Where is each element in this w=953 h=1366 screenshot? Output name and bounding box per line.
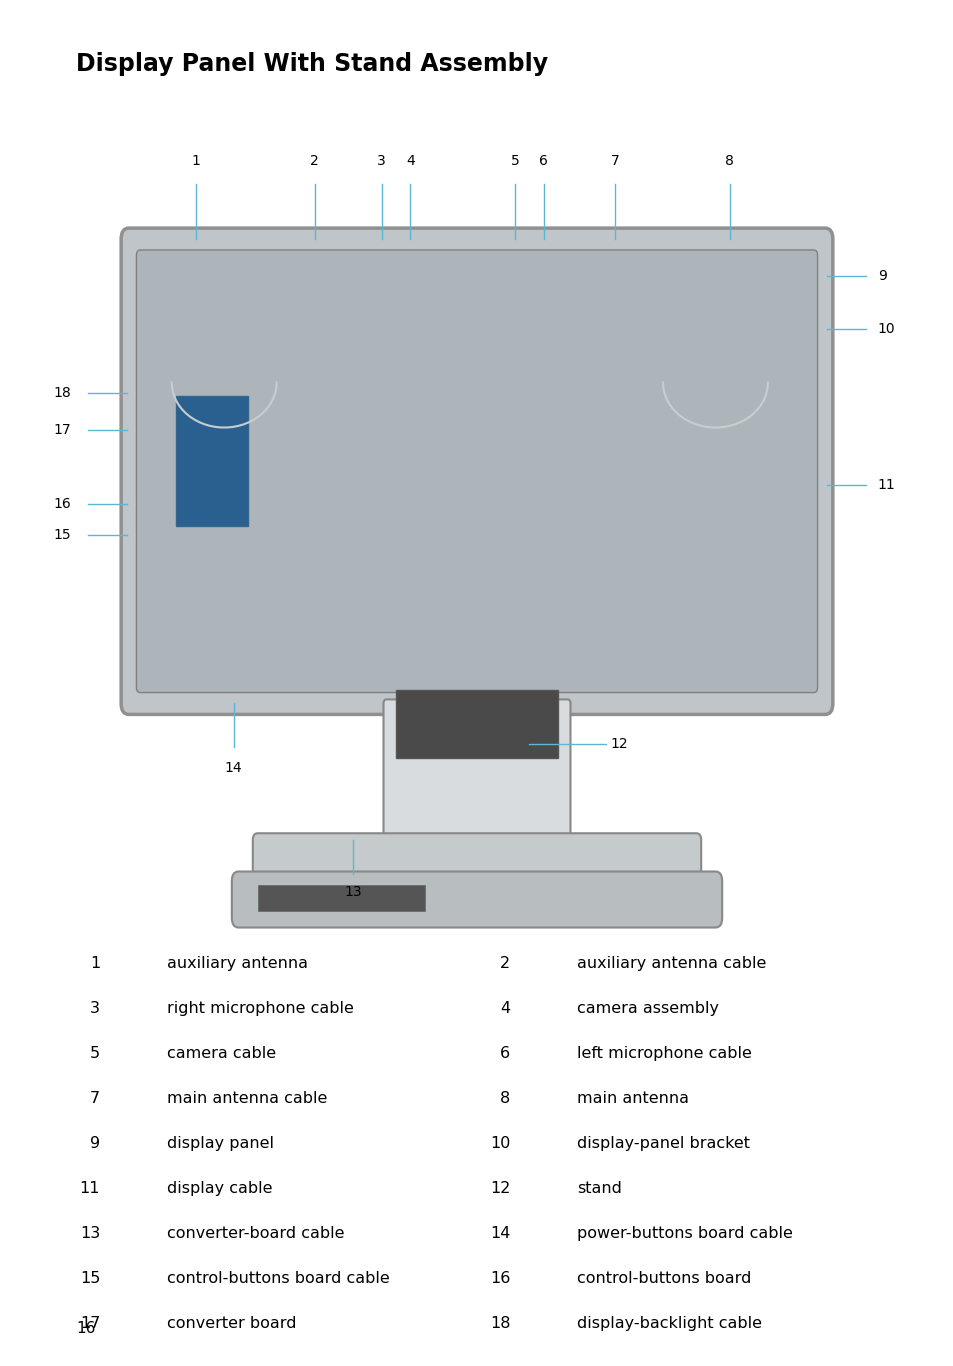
Text: 3: 3 <box>376 154 386 168</box>
Text: stand: stand <box>577 1182 621 1195</box>
Text: auxiliary antenna: auxiliary antenna <box>167 956 308 970</box>
Text: 10: 10 <box>490 1137 510 1150</box>
Text: 8: 8 <box>499 1091 510 1105</box>
Text: 12: 12 <box>610 738 627 751</box>
Text: display-backlight cable: display-backlight cable <box>577 1317 761 1330</box>
FancyBboxPatch shape <box>232 872 721 928</box>
Text: camera cable: camera cable <box>167 1046 275 1060</box>
Text: 7: 7 <box>610 154 619 168</box>
FancyBboxPatch shape <box>383 699 570 844</box>
Text: 2: 2 <box>310 154 319 168</box>
Text: camera assembly: camera assembly <box>577 1001 719 1015</box>
Text: 11: 11 <box>80 1182 100 1195</box>
Text: 8: 8 <box>724 154 734 168</box>
Text: display cable: display cable <box>167 1182 273 1195</box>
Text: display panel: display panel <box>167 1137 274 1150</box>
Text: 17: 17 <box>80 1317 100 1330</box>
Text: Display Panel With Stand Assembly: Display Panel With Stand Assembly <box>76 52 548 76</box>
FancyBboxPatch shape <box>136 250 817 693</box>
Text: 3: 3 <box>91 1001 100 1015</box>
Text: 12: 12 <box>490 1182 510 1195</box>
Text: 4: 4 <box>405 154 415 168</box>
Text: 18: 18 <box>490 1317 510 1330</box>
Text: 9: 9 <box>90 1137 100 1150</box>
Text: auxiliary antenna cable: auxiliary antenna cable <box>577 956 766 970</box>
Text: 6: 6 <box>499 1046 510 1060</box>
Text: 15: 15 <box>54 529 71 542</box>
Text: control-buttons board: control-buttons board <box>577 1272 751 1285</box>
Text: 4: 4 <box>499 1001 510 1015</box>
Text: control-buttons board cable: control-buttons board cable <box>167 1272 389 1285</box>
Text: 16: 16 <box>76 1321 95 1336</box>
Text: 7: 7 <box>90 1091 100 1105</box>
Text: 5: 5 <box>90 1046 100 1060</box>
Text: 15: 15 <box>80 1272 100 1285</box>
Text: 9: 9 <box>877 269 885 283</box>
Text: power-buttons board cable: power-buttons board cable <box>577 1227 792 1240</box>
FancyBboxPatch shape <box>253 833 700 888</box>
Text: 2: 2 <box>499 956 510 970</box>
Text: converter board: converter board <box>167 1317 296 1330</box>
Text: 13: 13 <box>344 885 361 899</box>
Text: 14: 14 <box>490 1227 510 1240</box>
Text: converter-board cable: converter-board cable <box>167 1227 344 1240</box>
Bar <box>257 885 424 911</box>
Text: main antenna cable: main antenna cable <box>167 1091 327 1105</box>
Text: left microphone cable: left microphone cable <box>577 1046 751 1060</box>
Bar <box>395 690 558 758</box>
Text: 6: 6 <box>538 154 548 168</box>
Text: 5: 5 <box>510 154 519 168</box>
Text: main antenna: main antenna <box>577 1091 688 1105</box>
Text: 1: 1 <box>90 956 100 970</box>
Text: 13: 13 <box>80 1227 100 1240</box>
Text: 16: 16 <box>490 1272 510 1285</box>
Text: 17: 17 <box>54 423 71 437</box>
Bar <box>176 396 248 526</box>
Text: display-panel bracket: display-panel bracket <box>577 1137 749 1150</box>
Text: 1: 1 <box>191 154 200 168</box>
Text: 14: 14 <box>225 761 242 775</box>
Text: 16: 16 <box>53 497 71 511</box>
Text: 18: 18 <box>53 387 71 400</box>
FancyBboxPatch shape <box>121 228 832 714</box>
Text: right microphone cable: right microphone cable <box>167 1001 354 1015</box>
Text: 10: 10 <box>877 322 894 336</box>
Text: 11: 11 <box>877 478 895 492</box>
